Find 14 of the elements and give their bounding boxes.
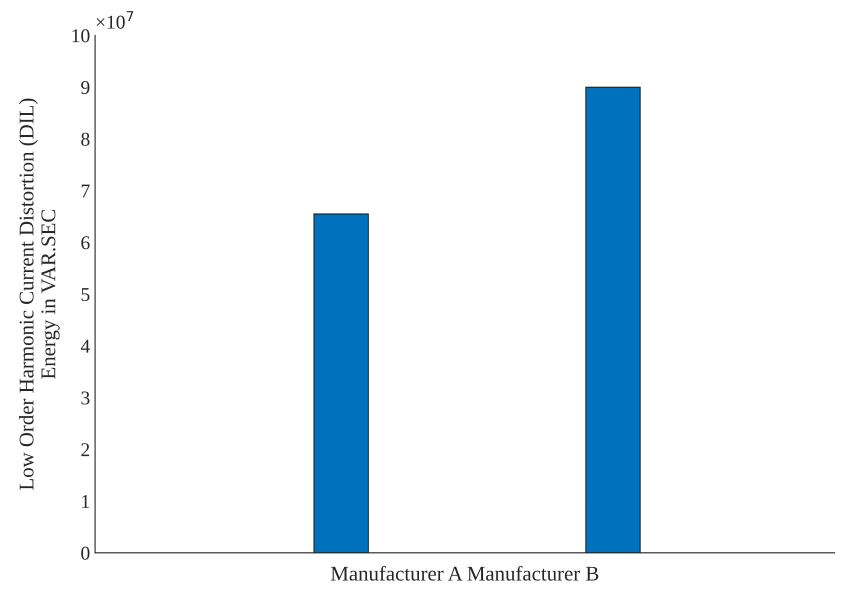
- y-tick-label: 0: [81, 546, 90, 560]
- y-tick-label: 6: [81, 236, 90, 250]
- text: ×10$^{7}$: [96, 11, 134, 29]
- y-tick-label: 5: [82, 288, 90, 302]
- y-tick-label: 10: [72, 29, 90, 42]
- y-axis-title: Low Order Harmonic Current Distortion (DIL) Energy in VAR.SEC: [18, 98, 60, 490]
- y-tick-label: 2: [81, 443, 90, 456]
- x-axis-title: Manufacturer A Manufacturer B: [330, 566, 598, 581]
- y-tick-label: 8: [81, 132, 90, 146]
- y-tick-label: 7: [82, 184, 90, 198]
- y-tick-label: 4: [80, 340, 90, 353]
- y-tick-label: 9: [81, 81, 90, 94]
- y-tick-label: 3: [81, 391, 90, 405]
- y-tick-label: 1: [82, 494, 90, 508]
